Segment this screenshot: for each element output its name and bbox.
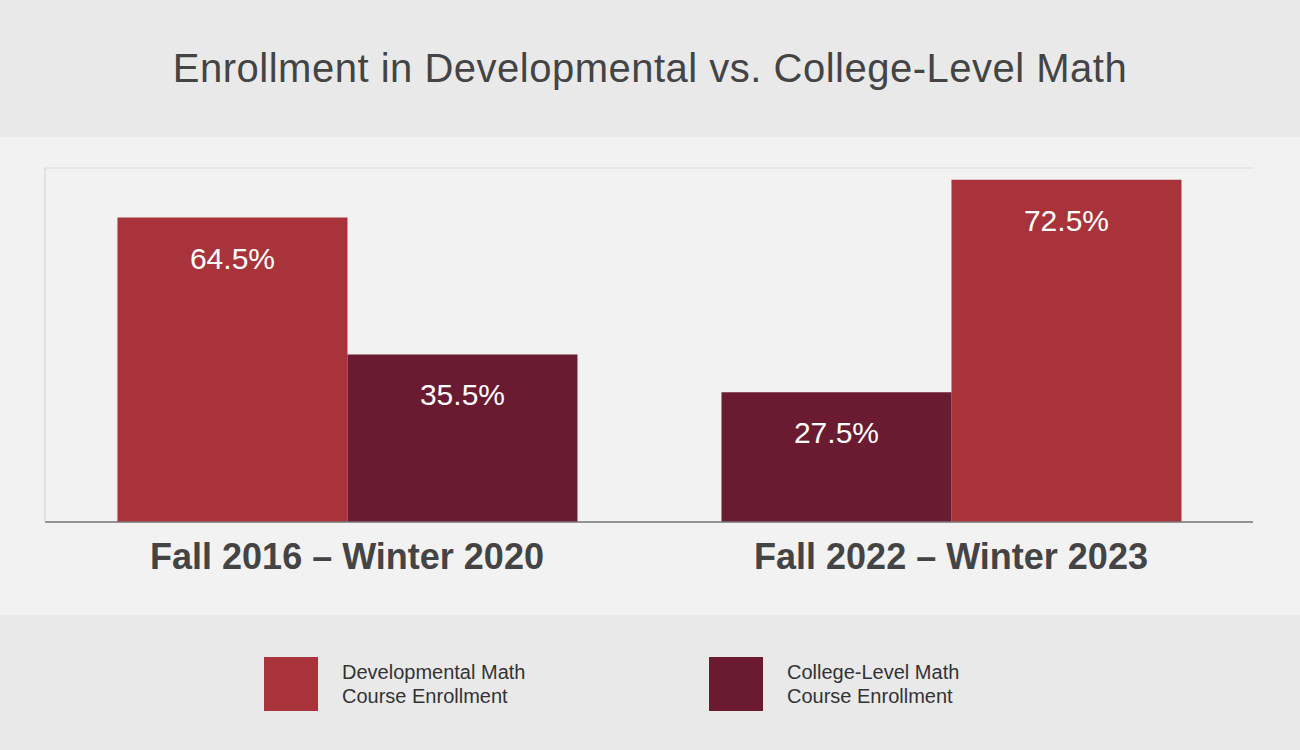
svg-text:Fall 2022 – Winter 2023: Fall 2022 – Winter 2023 <box>754 536 1148 577</box>
svg-text:72.5%: 72.5% <box>1024 204 1109 237</box>
svg-text:64.5%: 64.5% <box>190 242 275 275</box>
html-text:Developmental Math Course Enro: Developmental Math Course Enrollment <box>342 661 526 707</box>
svg-text:35.5%: 35.5% <box>420 378 505 411</box>
svg-text:27.5%: 27.5% <box>794 416 879 449</box>
html-text:College-Level Math Course Enro: College-Level Math Course Enrollment <box>787 661 960 707</box>
html-text:Enrollment in Developmental vs: Enrollment in Developmental vs. College-… <box>172 46 1128 90</box>
svg-text:Fall 2016 – Winter 2020: Fall 2016 – Winter 2020 <box>150 536 544 577</box>
